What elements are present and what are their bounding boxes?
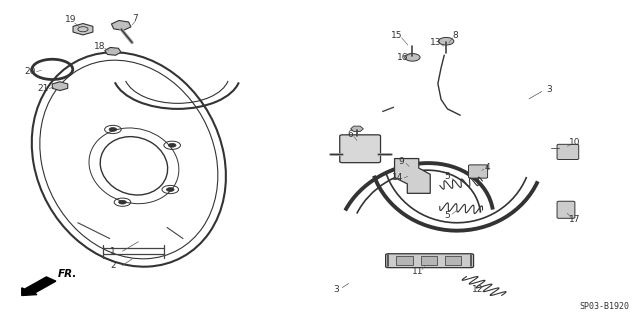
Circle shape — [438, 37, 454, 45]
Text: 10: 10 — [569, 137, 580, 147]
Text: 4: 4 — [484, 163, 490, 172]
Text: 1: 1 — [110, 247, 116, 256]
Polygon shape — [73, 24, 93, 35]
Text: 8: 8 — [452, 31, 458, 40]
FancyBboxPatch shape — [396, 256, 413, 265]
Polygon shape — [351, 126, 364, 131]
FancyArrow shape — [22, 277, 56, 295]
Text: 12: 12 — [472, 285, 484, 294]
FancyBboxPatch shape — [386, 254, 474, 268]
Text: 9: 9 — [399, 157, 404, 166]
Text: 18: 18 — [95, 42, 106, 51]
Text: 6: 6 — [348, 130, 353, 139]
Text: 3: 3 — [547, 85, 552, 94]
Text: 5: 5 — [445, 172, 451, 182]
Text: 7: 7 — [132, 14, 138, 23]
Circle shape — [109, 128, 116, 131]
FancyBboxPatch shape — [557, 144, 579, 160]
FancyBboxPatch shape — [468, 165, 488, 178]
Text: 11: 11 — [412, 267, 423, 276]
Text: 14: 14 — [392, 173, 403, 182]
FancyBboxPatch shape — [445, 256, 461, 265]
Text: FR.: FR. — [58, 269, 77, 279]
Circle shape — [404, 54, 420, 61]
FancyBboxPatch shape — [557, 201, 575, 218]
Text: 16: 16 — [397, 53, 408, 62]
Text: 20: 20 — [24, 67, 36, 76]
Text: 13: 13 — [430, 38, 442, 47]
Text: 17: 17 — [569, 215, 580, 224]
Text: 3: 3 — [333, 285, 339, 294]
Polygon shape — [394, 159, 430, 193]
Text: 19: 19 — [65, 15, 76, 24]
FancyBboxPatch shape — [340, 135, 381, 163]
Circle shape — [118, 200, 126, 204]
Polygon shape — [105, 48, 121, 55]
Polygon shape — [52, 82, 68, 91]
Text: SP03-B1920: SP03-B1920 — [579, 302, 629, 311]
Text: 15: 15 — [390, 31, 402, 40]
Text: 2: 2 — [110, 261, 116, 270]
Text: 21: 21 — [37, 84, 49, 93]
Circle shape — [166, 188, 174, 191]
Text: 5: 5 — [445, 211, 451, 220]
FancyBboxPatch shape — [420, 256, 437, 265]
Polygon shape — [111, 20, 131, 30]
Circle shape — [168, 143, 176, 147]
